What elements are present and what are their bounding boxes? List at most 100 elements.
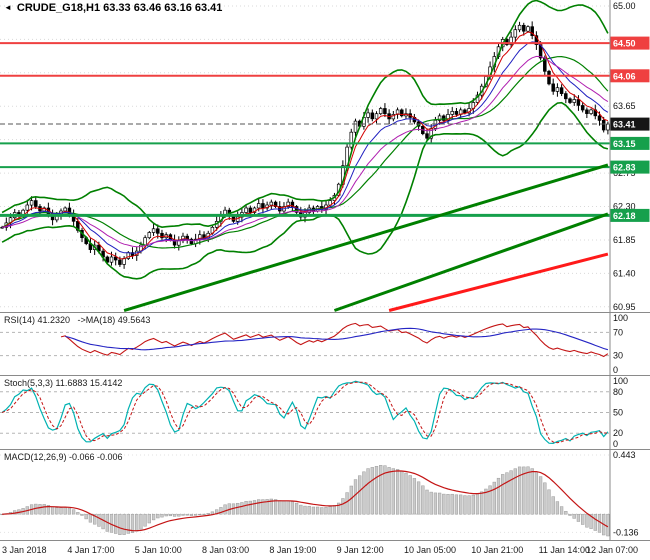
time-axis-label: 11 Jan 14:00 (538, 545, 590, 555)
macd-histogram-bar (446, 494, 450, 515)
candle (463, 109, 467, 114)
macd-histogram-bar (547, 489, 551, 515)
macd-histogram-bar (332, 505, 337, 515)
macd-histogram-bar (543, 482, 547, 515)
macd-histogram-bar (589, 513, 593, 529)
price-axis-label: 61.40 (613, 268, 636, 278)
macd-histogram-bar (362, 471, 366, 515)
candle (585, 109, 589, 114)
macd-histogram-bar (501, 474, 505, 515)
macd-histogram-bar (223, 504, 227, 515)
ma-line-10 (2, 41, 609, 254)
macd-histogram-bar (269, 498, 273, 515)
candle (446, 114, 450, 121)
candle (160, 232, 164, 239)
ma-line-18 (2, 55, 609, 248)
candle (370, 112, 375, 120)
macd-histogram-bar (172, 513, 177, 517)
candle (391, 114, 396, 120)
macd-histogram-bar (463, 495, 467, 515)
price-badge-label: 62.83 (613, 163, 636, 173)
rsi-axis-label: 30 (613, 351, 623, 361)
macd-histogram-bar (526, 466, 530, 515)
macd-histogram-bar (576, 513, 581, 522)
candle (505, 39, 509, 45)
macd-histogram-bar (551, 496, 555, 515)
candle (551, 83, 555, 92)
time-axis-label: 8 Jan 19:00 (269, 545, 317, 555)
stoch-k-line (1, 380, 609, 445)
time-axis[interactable]: 3 Jan 2018 4 Jan 17:00 5 Jan 10:00 8 Jan 03… (0, 540, 650, 560)
macd-histogram-bar (337, 502, 341, 515)
macd-histogram-bar (433, 492, 438, 515)
candle (555, 87, 560, 92)
rsi-label: RSI(14) 41.2320 ->MA(18) 49.5643 (4, 315, 151, 325)
macd-histogram-bar (425, 489, 429, 515)
macd-histogram-bar (517, 466, 522, 515)
macd-histogram-bar (135, 513, 139, 532)
price-chart-panel: 65.0063.6562.7562.3061.8561.4060.9564.50… (0, 0, 650, 312)
macd-histogram-bar (555, 501, 560, 515)
candle (454, 111, 459, 115)
candle (143, 237, 147, 246)
macd-histogram-bar (353, 479, 358, 515)
macd-canvas[interactable]: 0.443 -0.136 (0, 450, 650, 540)
macd-histogram-bar (210, 511, 215, 515)
price-badge-label: 63.41 (613, 120, 636, 130)
macd-histogram-bar (475, 493, 480, 515)
candle (156, 228, 160, 234)
price-badge (610, 160, 650, 174)
macd-histogram-bar (130, 513, 135, 533)
macd-histogram-bar (421, 485, 425, 515)
macd-histogram-bar (522, 466, 526, 515)
stoch-axis-label: 20 (613, 428, 623, 438)
time-axis-label: 12 Jan 07:00 (586, 545, 639, 555)
stochastic-indicator-panel: 100 80 50 20 0 Stoch(5,3,3) 11.6883 15.4142 (0, 375, 650, 449)
candle (559, 87, 564, 94)
macd-histogram-bar (358, 475, 362, 515)
ma-line-5 (1, 31, 609, 260)
macd-indicator-panel: 0.443 -0.136 MACD(12,26,9) -0.066 -0.006 (0, 449, 650, 540)
time-axis-label: 8 Jan 03:00 (202, 545, 250, 555)
macd-histogram-bar (349, 485, 353, 515)
candle (34, 200, 38, 207)
macd-histogram-bar (429, 491, 433, 515)
macd-histogram-bar (67, 507, 72, 515)
candle (522, 24, 526, 32)
macd-histogram-bar (219, 507, 223, 515)
time-axis-label: 10 Jan 21:00 (471, 545, 524, 555)
candle (244, 207, 248, 213)
macd-histogram-bar (320, 507, 324, 515)
candle (248, 207, 253, 213)
macd-histogram-bar (509, 470, 513, 515)
macd-signal-line (2, 470, 609, 532)
macd-histogram-bar (585, 513, 589, 528)
price-axis-label: 60.95 (613, 302, 636, 312)
macd-histogram-bar (55, 507, 59, 515)
macd-histogram-bar (404, 472, 408, 515)
rsi-canvas[interactable]: 100 70 30 0 (0, 313, 650, 375)
price-badge (610, 208, 650, 222)
macd-histogram-bar (379, 465, 383, 515)
macd-histogram-bar (568, 513, 572, 516)
price-chart-canvas[interactable]: 65.0063.6562.7562.3061.8561.4060.9564.50… (0, 0, 650, 312)
macd-histogram-bar (437, 492, 442, 515)
macd-histogram-bar (412, 478, 417, 515)
candle (572, 99, 576, 103)
bollinger-upper (1, 0, 609, 229)
candle (568, 98, 572, 103)
macd-histogram-bar (324, 507, 328, 515)
price-badge-label: 63.15 (613, 139, 636, 149)
candle (513, 29, 518, 38)
candle (606, 123, 610, 131)
candle (576, 99, 581, 106)
macd-histogram-bar (42, 504, 46, 515)
macd-histogram-bar (345, 492, 349, 515)
chart-title: ◄ CRUDE_G18,H1 63.33 63.46 63.16 63.41 (4, 2, 222, 14)
candle (109, 256, 114, 263)
candle (564, 93, 568, 100)
macd-histogram-bar (416, 481, 421, 515)
price-badge-label: 64.06 (613, 71, 636, 81)
